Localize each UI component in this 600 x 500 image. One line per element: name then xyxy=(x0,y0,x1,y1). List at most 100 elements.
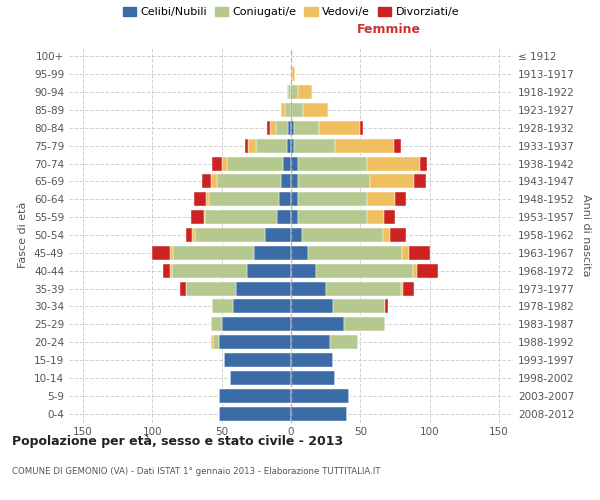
Y-axis label: Fasce di età: Fasce di età xyxy=(19,202,28,268)
Bar xyxy=(277,210,291,224)
Bar xyxy=(291,300,332,314)
Bar xyxy=(281,174,291,188)
Bar xyxy=(221,156,227,170)
Bar xyxy=(185,282,235,296)
Bar xyxy=(298,210,367,224)
Bar xyxy=(402,246,409,260)
Bar xyxy=(172,264,247,278)
Bar xyxy=(298,174,370,188)
Bar xyxy=(219,335,291,349)
Bar xyxy=(294,138,335,152)
Bar xyxy=(370,174,415,188)
Bar xyxy=(235,282,291,296)
Bar xyxy=(288,85,291,99)
Bar xyxy=(367,192,395,206)
Bar xyxy=(227,156,283,170)
Bar xyxy=(413,264,417,278)
Bar xyxy=(152,246,170,260)
Bar xyxy=(384,210,395,224)
Bar xyxy=(194,192,206,206)
Bar xyxy=(191,210,203,224)
Bar xyxy=(170,246,173,260)
Bar xyxy=(247,264,291,278)
Bar xyxy=(304,103,328,117)
Bar xyxy=(211,335,214,349)
Bar xyxy=(335,138,394,152)
Bar xyxy=(245,138,248,152)
Bar xyxy=(409,246,430,260)
Bar xyxy=(219,389,291,402)
Bar xyxy=(394,138,401,152)
Bar xyxy=(316,264,413,278)
Bar xyxy=(281,103,286,117)
Bar xyxy=(420,156,427,170)
Bar xyxy=(230,371,291,385)
Bar xyxy=(291,371,335,385)
Bar xyxy=(415,174,425,188)
Bar xyxy=(217,174,281,188)
Bar xyxy=(291,121,294,135)
Bar xyxy=(298,85,312,99)
Bar xyxy=(287,85,288,99)
Bar xyxy=(291,138,294,152)
Bar xyxy=(291,103,292,117)
Bar xyxy=(291,174,298,188)
Bar xyxy=(291,264,316,278)
Bar xyxy=(361,121,363,135)
Bar xyxy=(268,121,270,135)
Bar xyxy=(254,246,291,260)
Bar xyxy=(344,318,385,331)
Bar xyxy=(383,228,389,242)
Bar xyxy=(302,228,383,242)
Bar xyxy=(203,210,205,224)
Bar xyxy=(195,228,265,242)
Bar xyxy=(292,68,295,81)
Bar xyxy=(291,246,308,260)
Bar xyxy=(291,192,298,206)
Bar xyxy=(332,300,385,314)
Bar xyxy=(206,192,209,206)
Bar xyxy=(292,103,304,117)
Bar xyxy=(221,318,291,331)
Bar xyxy=(401,282,403,296)
Bar xyxy=(294,121,319,135)
Bar xyxy=(291,210,298,224)
Bar xyxy=(283,156,291,170)
Bar xyxy=(330,335,358,349)
Bar xyxy=(308,246,402,260)
Bar xyxy=(385,300,388,314)
Bar xyxy=(367,210,384,224)
Bar xyxy=(265,228,291,242)
Bar xyxy=(170,264,172,278)
Bar xyxy=(256,138,287,152)
Bar xyxy=(291,85,298,99)
Bar xyxy=(233,300,291,314)
Bar xyxy=(286,103,291,117)
Bar xyxy=(202,174,211,188)
Text: COMUNE DI GEMONIO (VA) - Dati ISTAT 1° gennaio 2013 - Elaborazione TUTTITALIA.IT: COMUNE DI GEMONIO (VA) - Dati ISTAT 1° g… xyxy=(12,468,380,476)
Bar xyxy=(287,138,291,152)
Bar xyxy=(180,282,185,296)
Bar xyxy=(389,228,406,242)
Bar xyxy=(219,406,291,420)
Text: Femmine: Femmine xyxy=(356,23,421,36)
Text: Popolazione per età, sesso e stato civile - 2013: Popolazione per età, sesso e stato civil… xyxy=(12,435,343,448)
Bar xyxy=(291,156,298,170)
Bar xyxy=(211,174,217,188)
Y-axis label: Anni di nascita: Anni di nascita xyxy=(581,194,591,276)
Bar xyxy=(291,406,347,420)
Bar xyxy=(319,121,361,135)
Bar xyxy=(291,318,344,331)
Bar xyxy=(395,192,406,206)
Bar xyxy=(417,264,438,278)
Bar xyxy=(367,156,420,170)
Bar xyxy=(278,192,291,206)
Bar xyxy=(248,138,256,152)
Bar xyxy=(212,156,221,170)
Bar xyxy=(291,282,326,296)
Bar xyxy=(326,282,401,296)
Bar xyxy=(288,121,291,135)
Bar xyxy=(291,389,349,402)
Bar xyxy=(212,300,233,314)
Bar xyxy=(193,228,195,242)
